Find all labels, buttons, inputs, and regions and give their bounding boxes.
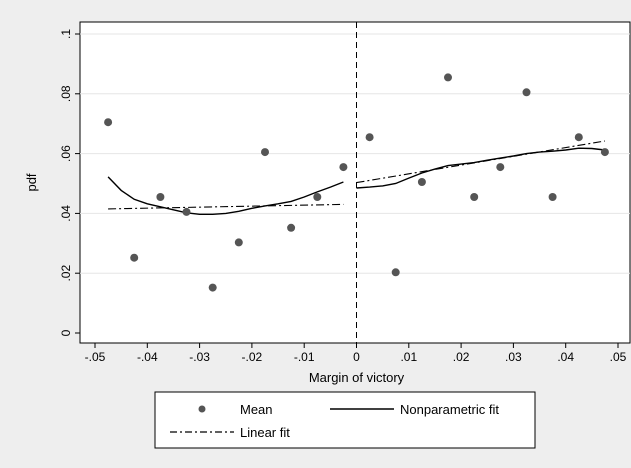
x-tick-label: .04 xyxy=(557,350,574,364)
x-tick-label: .05 xyxy=(610,350,627,364)
mean-point xyxy=(261,148,269,157)
x-tick-label: -.05 xyxy=(85,350,106,364)
mean-point xyxy=(156,193,165,201)
mean-point xyxy=(391,268,400,277)
legend-mean-marker xyxy=(198,405,206,413)
x-tick-label: .01 xyxy=(400,350,417,364)
linear-fit-line xyxy=(356,140,605,184)
y-tick-label: .02 xyxy=(59,265,73,282)
mean-point xyxy=(548,193,557,201)
y-axis-title: pdf xyxy=(24,173,39,191)
y-tick-label: .1 xyxy=(59,29,73,39)
grid-lines xyxy=(80,33,630,274)
mean-point xyxy=(522,88,531,97)
x-tick-label: -.01 xyxy=(294,350,315,364)
x-axis-title: Margin of victory xyxy=(309,370,405,385)
mean-point xyxy=(444,73,452,82)
mean-point xyxy=(470,193,479,201)
mean-point xyxy=(339,163,348,172)
mean-point xyxy=(104,118,113,127)
x-tick-label: -.04 xyxy=(137,350,158,364)
mean-point xyxy=(365,133,374,142)
legend: Mean Nonparametric fit Linear fit xyxy=(154,391,536,449)
legend-label-nonparametric: Nonparametric fit xyxy=(400,402,499,417)
series-layer xyxy=(104,22,609,343)
mean-point xyxy=(496,163,505,172)
x-tick-label: .02 xyxy=(453,350,470,364)
axes: 0 .02 .04 .06 .08 .1 -.05 -.04 -.03 -.02 -.01 0 .01.… xyxy=(59,29,627,364)
mean-point xyxy=(417,178,426,186)
x-tick-label: 0 xyxy=(353,350,360,364)
x-tick-label: -.03 xyxy=(189,350,210,364)
mean-point xyxy=(208,283,217,292)
y-tick-label: .04 xyxy=(59,205,73,222)
y-tick-label: 0 xyxy=(59,329,73,336)
plot-area xyxy=(79,21,631,344)
legend-box xyxy=(154,391,536,449)
legend-label-linear: Linear fit xyxy=(240,425,290,440)
mean-point xyxy=(600,148,609,157)
linear-fit-line xyxy=(108,203,344,210)
mean-point xyxy=(574,133,583,142)
nonparametric-fit-line xyxy=(356,147,605,189)
nonparametric-fit-line xyxy=(107,176,344,216)
y-tick-label: .08 xyxy=(59,85,73,102)
mean-point xyxy=(234,238,243,247)
x-tick-label: .03 xyxy=(505,350,522,364)
mean-point xyxy=(313,193,322,201)
mean-point xyxy=(287,223,296,232)
legend-label-mean: Mean xyxy=(240,402,273,417)
x-tick-label: -.02 xyxy=(242,350,263,364)
mean-point xyxy=(130,253,139,262)
mean-point xyxy=(182,207,191,216)
y-tick-label: .06 xyxy=(59,145,73,162)
